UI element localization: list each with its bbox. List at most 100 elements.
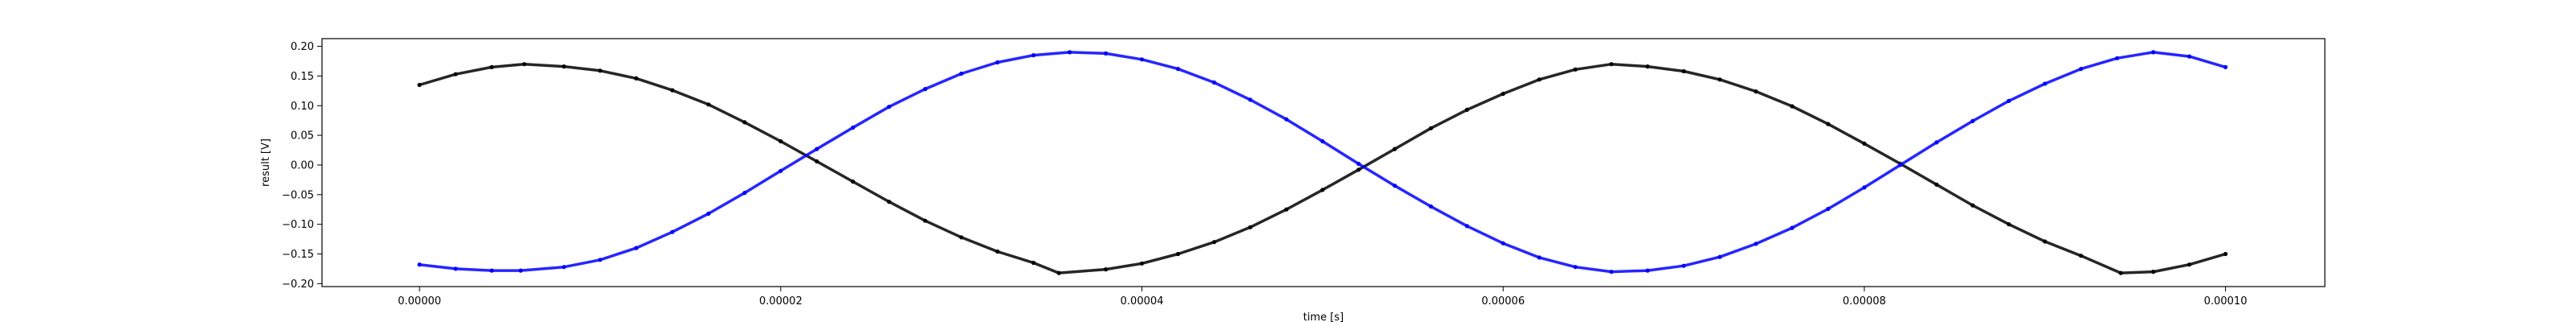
data-point: [2223, 64, 2228, 69]
data-point: [1139, 261, 1145, 266]
data-point: [597, 68, 603, 73]
data-point: [1501, 91, 1505, 97]
data-point: [815, 147, 819, 151]
data-point: [1320, 138, 1325, 144]
y-tick-label: −0.15: [282, 249, 314, 261]
data-point: [634, 246, 639, 250]
data-point: [1934, 140, 1939, 145]
data-point: [2115, 56, 2120, 60]
data-point: [2079, 67, 2083, 72]
y-tick-label: 0.20: [291, 41, 314, 53]
y-tick-label: −0.10: [282, 219, 314, 231]
series-0: [417, 62, 2228, 275]
data-point: [778, 168, 783, 173]
data-point: [1428, 204, 1434, 209]
data-point: [670, 229, 675, 234]
data-point: [1573, 67, 1578, 72]
data-point: [522, 62, 526, 67]
data-point: [1970, 118, 1975, 123]
data-point: [1862, 141, 1867, 146]
data-point: [778, 138, 783, 144]
data-point: [886, 200, 891, 204]
data-point: [2187, 262, 2192, 267]
data-point: [1104, 267, 1108, 272]
y-axis-label: result [V]: [260, 138, 272, 187]
data-point: [1464, 224, 1469, 229]
data-point: [1645, 64, 1650, 69]
data-point: [995, 249, 1000, 254]
data-point: [1248, 97, 1253, 102]
data-point: [959, 71, 964, 76]
data-point: [1056, 270, 1061, 275]
data-point: [2042, 239, 2047, 244]
data-point: [1248, 225, 1253, 229]
data-point: [489, 64, 494, 69]
data-point: [453, 72, 458, 76]
data-point: [1826, 122, 1831, 126]
data-point: [2187, 54, 2192, 59]
data-point: [1104, 51, 1108, 56]
data-point: [1609, 270, 1614, 275]
data-point: [1717, 77, 1722, 82]
data-point: [1212, 80, 1216, 85]
data-point: [1790, 225, 1794, 230]
data-point: [923, 87, 927, 92]
data-point: [1826, 206, 1831, 212]
x-tick-label: 0.00010: [2204, 295, 2248, 308]
data-point: [1139, 57, 1145, 62]
data-point: [1284, 117, 1289, 122]
data-point: [1537, 255, 1542, 260]
data-point: [886, 105, 891, 109]
data-point: [1609, 62, 1614, 67]
data-point: [1428, 126, 1434, 130]
x-axis-ticks: 0.00000 0.00002 0.00004 0.00006 0.00008 0.000…: [398, 287, 2247, 308]
data-point: [453, 266, 458, 271]
data-point: [1573, 265, 1578, 270]
data-point: [1970, 203, 1975, 208]
y-tick-label: 0.00: [291, 159, 314, 171]
data-point: [634, 76, 639, 80]
data-point: [1682, 263, 1686, 268]
data-point: [670, 88, 675, 93]
x-tick-label: 0.00000: [398, 295, 441, 308]
x-tick-label: 0.00008: [1843, 295, 1886, 308]
data-point: [851, 125, 856, 130]
data-point: [1212, 240, 1216, 245]
data-point: [2151, 50, 2156, 55]
data-point: [1320, 188, 1325, 192]
data-point: [1537, 77, 1542, 82]
y-tick-label: 0.15: [291, 71, 314, 83]
data-point: [1753, 242, 1758, 246]
x-tick-label: 0.00004: [1121, 295, 1164, 308]
data-point: [1717, 254, 1722, 259]
series-line: [419, 51, 2227, 274]
y-tick-label: 0.10: [291, 101, 314, 113]
data-point: [1898, 163, 1903, 167]
data-point: [1934, 182, 1939, 187]
data-point: [417, 82, 422, 88]
data-point: [1790, 104, 1794, 109]
data-point: [1393, 184, 1397, 188]
data-point: [923, 218, 927, 223]
series-1: [417, 50, 2228, 275]
data-point: [1682, 68, 1686, 74]
data-point: [1031, 53, 1036, 58]
y-axis-ticks: −0.20 −0.15 −0.10 −0.05 0.00 0.05 0.10 0.15 0.20: [282, 41, 322, 291]
data-point: [597, 258, 603, 262]
data-point: [851, 180, 856, 184]
data-point: [1393, 147, 1397, 151]
data-point: [2006, 222, 2011, 227]
data-point: [1753, 89, 1758, 94]
series-line: [419, 62, 2227, 275]
data-point: [2118, 270, 2124, 275]
data-point: [1175, 67, 1180, 72]
data-point: [1862, 185, 1867, 190]
x-tick-label: 0.00002: [759, 295, 803, 308]
data-point: [1501, 241, 1505, 246]
y-tick-label: −0.05: [282, 189, 314, 201]
data-point: [2006, 98, 2011, 103]
data-point: [1356, 167, 1361, 172]
data-point: [562, 265, 567, 270]
data-point: [1464, 107, 1469, 112]
